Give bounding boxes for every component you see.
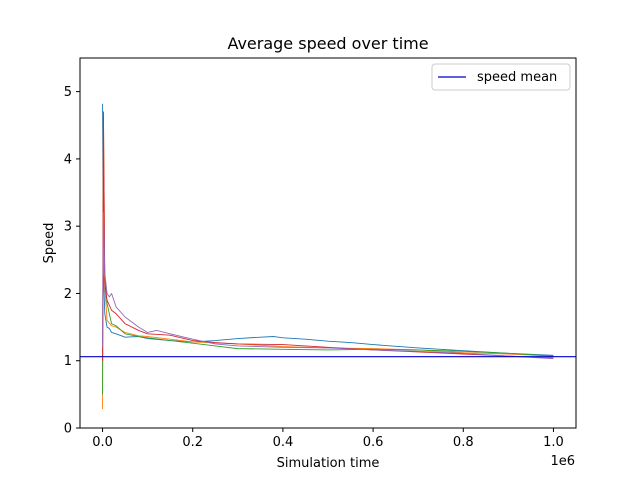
y-tick-label: 2 bbox=[64, 287, 72, 302]
series-layer bbox=[80, 103, 576, 410]
x-tick-label: 0.2 bbox=[182, 435, 203, 450]
x-tick-label: 0.8 bbox=[453, 435, 474, 450]
y-axis-ticks: 0 1 2 3 4 5 bbox=[64, 85, 80, 437]
y-tick-label: 3 bbox=[64, 220, 72, 235]
x-axis-offset-label: 1e6 bbox=[550, 454, 575, 469]
x-tick-label: 0.0 bbox=[92, 435, 113, 450]
legend-box bbox=[431, 63, 571, 91]
series-line-5 bbox=[102, 212, 554, 360]
legend: speed mean bbox=[431, 63, 571, 91]
y-tick-label: 1 bbox=[64, 354, 72, 369]
series-line-1 bbox=[102, 103, 554, 356]
y-tick-label: 0 bbox=[64, 422, 72, 437]
series-line-3 bbox=[102, 171, 554, 395]
series-line-4 bbox=[102, 111, 554, 361]
legend-label-speed-mean: speed mean bbox=[477, 70, 557, 85]
chart-title: Average speed over time bbox=[227, 34, 428, 53]
x-tick-label: 1.0 bbox=[543, 435, 564, 450]
x-axis-label: Simulation time bbox=[277, 456, 380, 471]
x-axis-ticks: 0.0 0.2 0.4 0.6 0.8 1.0 bbox=[92, 428, 564, 450]
x-tick-label: 0.6 bbox=[363, 435, 384, 450]
plot-frame bbox=[79, 57, 577, 429]
y-axis-label: Speed bbox=[42, 223, 57, 264]
y-tick-label: 5 bbox=[64, 85, 72, 100]
x-tick-label: 0.4 bbox=[273, 435, 294, 450]
y-tick-label: 4 bbox=[64, 152, 72, 167]
